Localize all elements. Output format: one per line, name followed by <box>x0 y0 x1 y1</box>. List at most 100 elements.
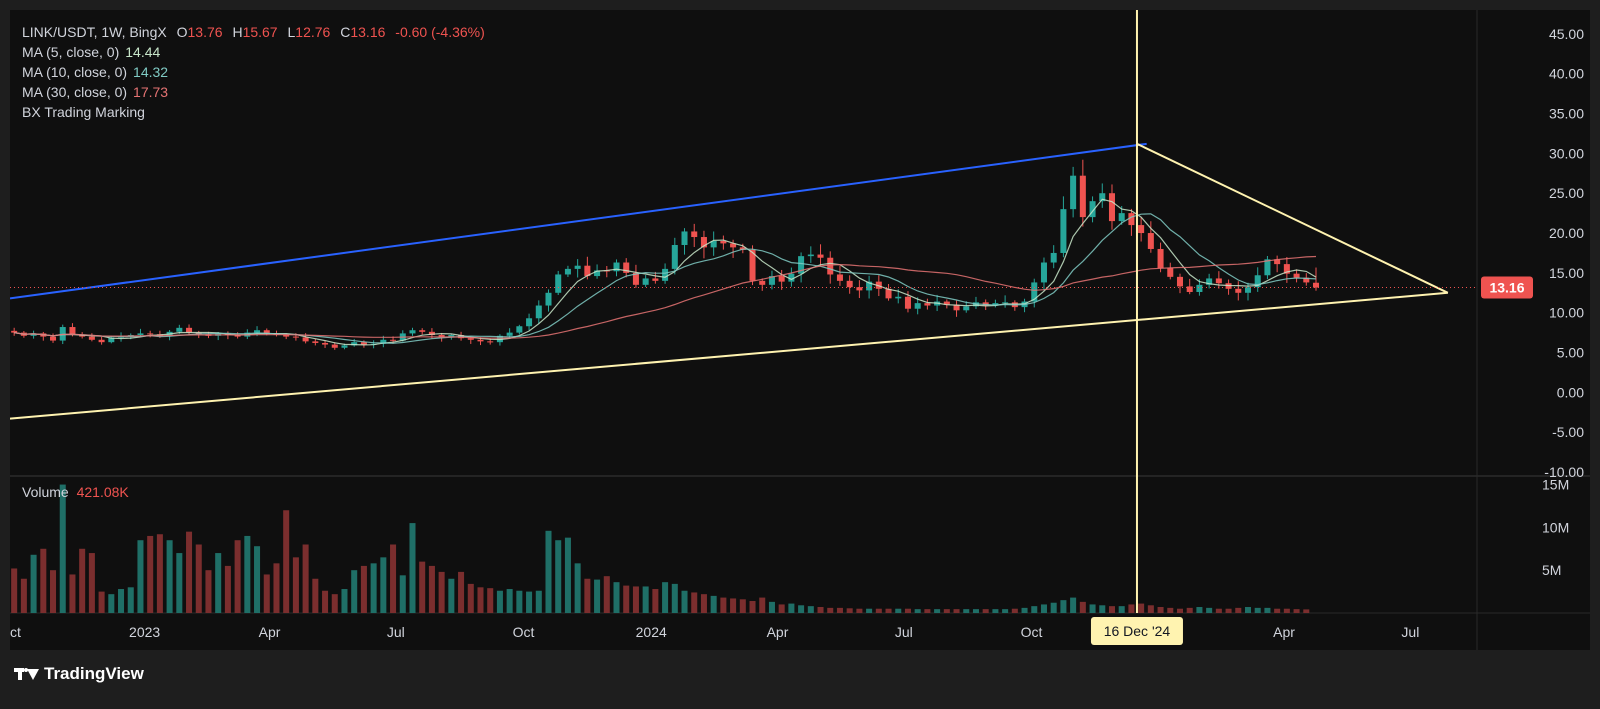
candle-body[interactable] <box>807 254 814 257</box>
candle-body[interactable] <box>487 341 494 343</box>
candle-body[interactable] <box>516 326 523 333</box>
candle-body[interactable] <box>730 243 737 248</box>
symbol-label[interactable]: LINK/USDT, 1W, BingX <box>22 24 167 40</box>
volume-bar[interactable] <box>934 609 941 613</box>
volume-bar[interactable] <box>710 595 717 613</box>
candle-body[interactable] <box>1138 225 1145 234</box>
candle-body[interactable] <box>739 247 746 250</box>
volume-bar[interactable] <box>535 590 542 613</box>
volume-bar[interactable] <box>390 544 397 614</box>
volume-bar[interactable] <box>1293 609 1300 613</box>
volume-bar[interactable] <box>885 608 892 613</box>
volume-bar[interactable] <box>428 565 435 613</box>
trendline-blue[interactable] <box>10 142 1147 300</box>
candle-body[interactable] <box>564 268 571 275</box>
volume-bar[interactable] <box>1011 608 1018 613</box>
volume-bar[interactable] <box>186 531 193 613</box>
volume-bar[interactable] <box>263 574 270 613</box>
candle-body[interactable] <box>866 281 873 291</box>
candle-body[interactable] <box>1108 193 1115 222</box>
candle-body[interactable] <box>885 288 892 299</box>
volume-bar[interactable] <box>953 609 960 613</box>
volume-bar[interactable] <box>59 484 66 613</box>
volume-bar[interactable] <box>1167 607 1174 613</box>
volume-bar[interactable] <box>244 535 251 613</box>
volume-bar[interactable] <box>652 589 659 613</box>
volume-bar[interactable] <box>691 592 698 613</box>
candle-body[interactable] <box>856 287 863 291</box>
candle-body[interactable] <box>186 327 193 333</box>
candle-body[interactable] <box>1303 277 1310 283</box>
volume-bar[interactable] <box>1264 607 1271 613</box>
volume-bar[interactable] <box>846 608 853 613</box>
volume-bar[interactable] <box>1021 607 1028 613</box>
volume-bar[interactable] <box>603 576 610 613</box>
chart-frame[interactable]: 45.00 40.00 35.00 30.00 25.00 20.00 15.00 10.00… <box>10 10 1590 650</box>
volume-bar[interactable] <box>50 570 57 613</box>
volume-bar[interactable] <box>438 571 445 613</box>
candle-body[interactable] <box>1206 278 1213 285</box>
candle-body[interactable] <box>1079 175 1086 218</box>
candle-body[interactable] <box>953 304 960 311</box>
candle-body[interactable] <box>79 335 86 337</box>
volume-bar[interactable] <box>904 608 911 613</box>
volume-bar[interactable] <box>1070 597 1077 613</box>
volume-bar[interactable] <box>496 590 503 613</box>
volume-bar[interactable] <box>642 586 649 613</box>
volume-bar[interactable] <box>506 589 513 613</box>
volume-bar[interactable] <box>972 609 979 613</box>
volume-legend[interactable]: Volume 421.08K <box>22 484 129 500</box>
volume-bar[interactable] <box>467 583 474 613</box>
volume-bar[interactable] <box>302 544 309 614</box>
candle-body[interactable] <box>448 335 455 338</box>
candle-body[interactable] <box>914 303 921 309</box>
candle-body[interactable] <box>613 262 620 272</box>
volume-bar[interactable] <box>1147 605 1154 613</box>
volume-bar[interactable] <box>1108 606 1115 613</box>
candle-body[interactable] <box>341 345 348 348</box>
volume-bar[interactable] <box>360 565 367 613</box>
candle-body[interactable] <box>798 256 805 274</box>
candle-body[interactable] <box>234 335 241 337</box>
candle-body[interactable] <box>691 231 698 238</box>
candle-body[interactable] <box>545 292 552 306</box>
candle-body[interactable] <box>778 276 785 282</box>
candle-body[interactable] <box>419 330 426 332</box>
volume-bar[interactable] <box>419 561 426 613</box>
volume-bar[interactable] <box>1031 606 1038 613</box>
volume-bar[interactable] <box>1244 607 1252 613</box>
candle-body[interactable] <box>147 333 154 335</box>
volume-bar[interactable] <box>205 570 212 613</box>
candle-body[interactable] <box>1089 201 1096 218</box>
candle-body[interactable] <box>1293 273 1300 278</box>
candle-body[interactable] <box>1176 276 1184 287</box>
volume-bar[interactable] <box>69 574 76 613</box>
candle-body[interactable] <box>535 305 542 319</box>
candle-body[interactable] <box>292 336 299 338</box>
volume-bar[interactable] <box>224 565 231 613</box>
volume-bar[interactable] <box>739 599 746 613</box>
volume-bar[interactable] <box>982 609 989 613</box>
candle-body[interactable] <box>1312 282 1320 288</box>
volume-bar[interactable] <box>584 578 591 613</box>
volume-bar[interactable] <box>147 535 154 613</box>
volume-bar[interactable] <box>331 594 338 613</box>
volume-bar[interactable] <box>1303 609 1310 613</box>
volume-bar[interactable] <box>448 578 455 613</box>
volume-bar[interactable] <box>283 510 290 613</box>
candle-body[interactable] <box>351 342 358 346</box>
candle-body[interactable] <box>88 336 95 340</box>
candle-body[interactable] <box>108 337 115 343</box>
volume-bar[interactable] <box>963 609 970 613</box>
candle-body[interactable] <box>1244 287 1252 293</box>
volume-bar[interactable] <box>856 608 863 613</box>
candle-body[interactable] <box>768 276 775 285</box>
candle-body[interactable] <box>380 339 387 344</box>
candle-body[interactable] <box>409 330 416 334</box>
volume-bar[interactable] <box>88 553 95 613</box>
volume-bar[interactable] <box>720 597 727 613</box>
volume-bar[interactable] <box>700 594 707 613</box>
candle-body[interactable] <box>594 270 601 277</box>
candle-body[interactable] <box>1254 275 1261 288</box>
volume-bar[interactable] <box>681 590 688 613</box>
